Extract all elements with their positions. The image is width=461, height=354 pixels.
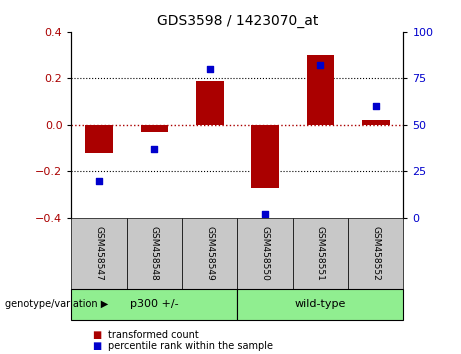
Text: wild-type: wild-type: [295, 299, 346, 309]
Bar: [141, 125, 168, 132]
Bar: [237, 218, 293, 289]
Bar: [182, 218, 237, 289]
Bar: [251, 125, 279, 188]
Point: [372, 103, 379, 109]
Point: [95, 178, 103, 183]
Point: [317, 63, 324, 68]
Bar: [196, 81, 224, 125]
Text: p300 +/-: p300 +/-: [130, 299, 179, 309]
Bar: [71, 289, 237, 320]
Bar: [237, 289, 403, 320]
Bar: [307, 55, 334, 125]
Point: [151, 146, 158, 152]
Bar: [127, 218, 182, 289]
Text: GSM458547: GSM458547: [95, 226, 104, 280]
Text: ■: ■: [92, 341, 101, 351]
Text: ■: ■: [92, 330, 101, 339]
Text: GSM458552: GSM458552: [371, 226, 380, 280]
Text: GSM458550: GSM458550: [260, 225, 270, 281]
Bar: [362, 120, 390, 125]
Text: genotype/variation ▶: genotype/variation ▶: [5, 299, 108, 309]
Bar: [71, 218, 127, 289]
Text: transformed count: transformed count: [108, 330, 199, 339]
Point: [261, 211, 269, 217]
Bar: [293, 218, 348, 289]
Text: GSM458549: GSM458549: [205, 226, 214, 280]
Text: percentile rank within the sample: percentile rank within the sample: [108, 341, 273, 351]
Title: GDS3598 / 1423070_at: GDS3598 / 1423070_at: [157, 14, 318, 28]
Text: GSM458551: GSM458551: [316, 225, 325, 281]
Text: GSM458548: GSM458548: [150, 226, 159, 280]
Bar: [85, 125, 113, 153]
Bar: [348, 218, 403, 289]
Point: [206, 66, 213, 72]
